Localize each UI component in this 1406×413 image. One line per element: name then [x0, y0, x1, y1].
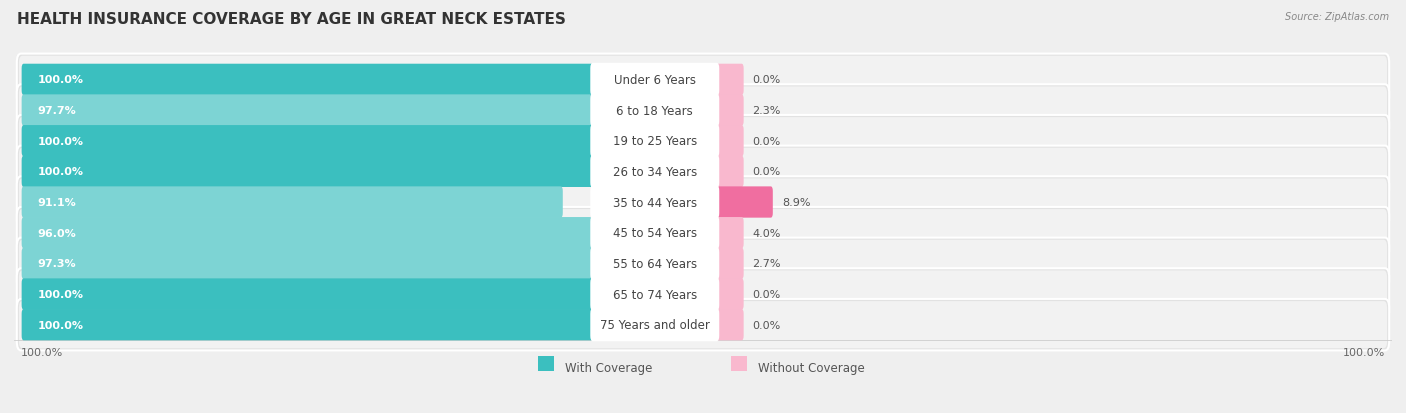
FancyBboxPatch shape — [714, 64, 744, 96]
Text: 0.0%: 0.0% — [752, 136, 780, 146]
Text: 100.0%: 100.0% — [1343, 347, 1385, 357]
FancyBboxPatch shape — [591, 216, 720, 249]
Text: 0.0%: 0.0% — [752, 320, 780, 330]
FancyBboxPatch shape — [18, 57, 1388, 104]
FancyBboxPatch shape — [21, 95, 602, 126]
FancyBboxPatch shape — [591, 125, 720, 158]
Text: Without Coverage: Without Coverage — [758, 361, 865, 374]
FancyBboxPatch shape — [17, 55, 1389, 106]
FancyBboxPatch shape — [18, 87, 1388, 134]
FancyBboxPatch shape — [714, 279, 744, 310]
Text: 100.0%: 100.0% — [38, 290, 83, 299]
Text: 100.0%: 100.0% — [38, 320, 83, 330]
Text: 8.9%: 8.9% — [782, 197, 810, 207]
Text: 45 to 54 Years: 45 to 54 Years — [613, 227, 697, 240]
Text: Under 6 Years: Under 6 Years — [614, 74, 696, 87]
FancyBboxPatch shape — [17, 177, 1389, 228]
FancyBboxPatch shape — [17, 299, 1389, 351]
Text: 96.0%: 96.0% — [38, 228, 76, 238]
FancyBboxPatch shape — [21, 126, 616, 157]
Text: 55 to 64 Years: 55 to 64 Years — [613, 257, 697, 270]
Text: 100.0%: 100.0% — [38, 136, 83, 146]
FancyBboxPatch shape — [17, 238, 1389, 290]
FancyBboxPatch shape — [21, 218, 592, 249]
FancyBboxPatch shape — [21, 279, 616, 310]
FancyBboxPatch shape — [18, 271, 1388, 318]
FancyBboxPatch shape — [21, 309, 616, 340]
FancyBboxPatch shape — [714, 218, 744, 249]
FancyBboxPatch shape — [591, 186, 720, 219]
Text: 100.0%: 100.0% — [38, 75, 83, 85]
FancyBboxPatch shape — [21, 64, 616, 96]
FancyBboxPatch shape — [21, 187, 562, 218]
FancyBboxPatch shape — [537, 356, 554, 372]
FancyBboxPatch shape — [591, 94, 720, 127]
FancyBboxPatch shape — [17, 116, 1389, 167]
Text: 19 to 25 Years: 19 to 25 Years — [613, 135, 697, 148]
FancyBboxPatch shape — [17, 146, 1389, 198]
FancyBboxPatch shape — [21, 157, 616, 188]
Text: 100.0%: 100.0% — [21, 347, 63, 357]
FancyBboxPatch shape — [591, 64, 720, 97]
Text: 75 Years and older: 75 Years and older — [600, 318, 710, 331]
Text: HEALTH INSURANCE COVERAGE BY AGE IN GREAT NECK ESTATES: HEALTH INSURANCE COVERAGE BY AGE IN GREA… — [17, 12, 565, 27]
FancyBboxPatch shape — [17, 207, 1389, 259]
Text: 91.1%: 91.1% — [38, 197, 76, 207]
FancyBboxPatch shape — [714, 157, 744, 188]
Text: 4.0%: 4.0% — [752, 228, 780, 238]
Text: 2.3%: 2.3% — [752, 106, 780, 116]
FancyBboxPatch shape — [714, 248, 744, 279]
FancyBboxPatch shape — [714, 95, 744, 126]
FancyBboxPatch shape — [714, 309, 744, 340]
Text: 97.7%: 97.7% — [38, 106, 76, 116]
FancyBboxPatch shape — [18, 240, 1388, 287]
Text: 26 to 34 Years: 26 to 34 Years — [613, 166, 697, 178]
FancyBboxPatch shape — [591, 278, 720, 311]
FancyBboxPatch shape — [18, 148, 1388, 195]
Text: 6 to 18 Years: 6 to 18 Years — [616, 104, 693, 117]
FancyBboxPatch shape — [18, 209, 1388, 256]
Text: 100.0%: 100.0% — [38, 167, 83, 177]
Text: 0.0%: 0.0% — [752, 75, 780, 85]
FancyBboxPatch shape — [18, 179, 1388, 226]
Text: 0.0%: 0.0% — [752, 167, 780, 177]
Text: 97.3%: 97.3% — [38, 259, 76, 269]
FancyBboxPatch shape — [714, 187, 773, 218]
FancyBboxPatch shape — [591, 309, 720, 342]
FancyBboxPatch shape — [17, 85, 1389, 136]
FancyBboxPatch shape — [18, 118, 1388, 165]
FancyBboxPatch shape — [591, 155, 720, 188]
Text: 35 to 44 Years: 35 to 44 Years — [613, 196, 697, 209]
FancyBboxPatch shape — [731, 356, 747, 372]
FancyBboxPatch shape — [714, 126, 744, 157]
Text: 0.0%: 0.0% — [752, 290, 780, 299]
Text: 65 to 74 Years: 65 to 74 Years — [613, 288, 697, 301]
FancyBboxPatch shape — [17, 268, 1389, 320]
FancyBboxPatch shape — [18, 301, 1388, 349]
Text: With Coverage: With Coverage — [565, 361, 652, 374]
FancyBboxPatch shape — [591, 247, 720, 280]
Text: 2.7%: 2.7% — [752, 259, 782, 269]
Text: Source: ZipAtlas.com: Source: ZipAtlas.com — [1285, 12, 1389, 22]
FancyBboxPatch shape — [21, 248, 599, 279]
